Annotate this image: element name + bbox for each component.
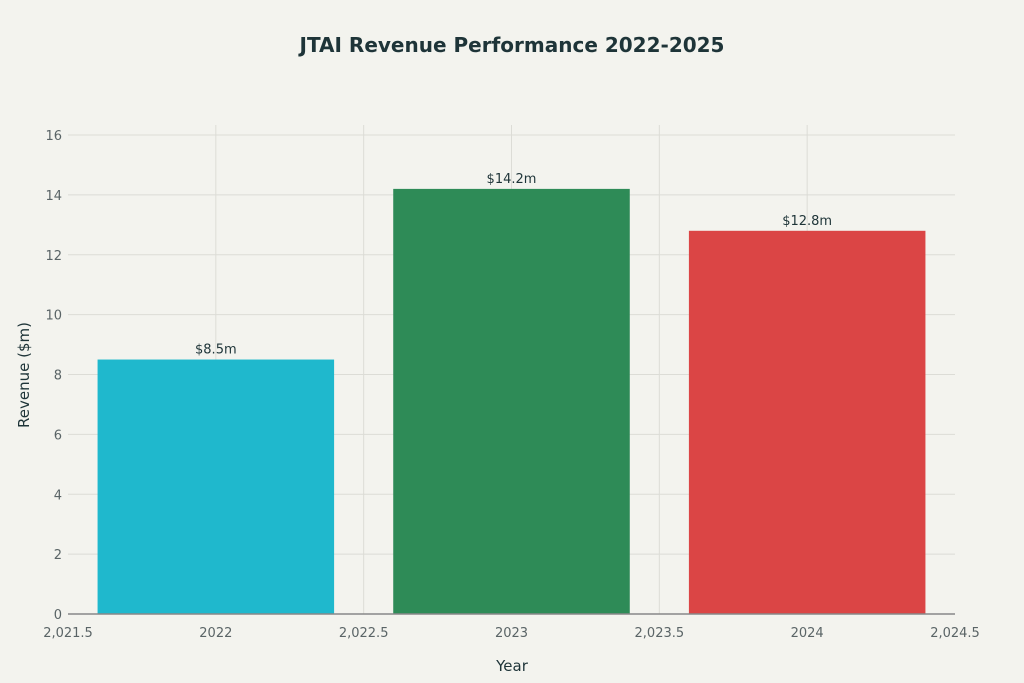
y-tick-label: 4	[54, 488, 62, 503]
bar-2023	[393, 188, 630, 614]
bar-2024	[688, 230, 926, 615]
x-tick-label: 2,022.5	[339, 626, 389, 641]
data-label: $12.8m	[782, 214, 832, 229]
x-tick-label: 2024	[791, 626, 824, 641]
bars	[97, 188, 926, 615]
x-tick-label: 2023	[495, 626, 528, 641]
chart-title: JTAI Revenue Performance 2022-2025	[298, 33, 725, 57]
x-tick-label: 2,024.5	[930, 626, 980, 641]
data-labels: $8.5m $14.2m $12.8m	[195, 172, 832, 358]
y-tick-label: 10	[45, 309, 62, 324]
x-tick-label: 2,023.5	[635, 626, 685, 641]
y-tick-label: 8	[54, 369, 62, 384]
y-ticks: 0 2 4 6 8 10 12 14 16	[45, 129, 62, 623]
x-tick-label: 2022	[199, 626, 232, 641]
y-tick-label: 0	[54, 608, 62, 623]
y-tick-label: 2	[54, 548, 62, 563]
data-label: $8.5m	[195, 343, 237, 358]
y-tick-label: 14	[45, 189, 62, 204]
y-tick-label: 12	[45, 249, 62, 264]
y-tick-label: 16	[45, 129, 62, 144]
x-ticks: 2,021.5 2022 2,022.5 2023 2,023.5 2024 2,024.5	[43, 626, 980, 641]
bar-2022	[97, 359, 335, 614]
y-tick-label: 6	[54, 428, 62, 443]
x-tick-label: 2,021.5	[43, 626, 93, 641]
data-label: $14.2m	[487, 172, 537, 187]
x-axis-label: Year	[495, 657, 529, 675]
y-axis-label: Revenue ($m)	[15, 322, 33, 428]
